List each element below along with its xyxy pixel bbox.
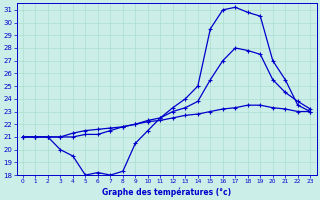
X-axis label: Graphe des températures (°c): Graphe des températures (°c) — [102, 187, 231, 197]
